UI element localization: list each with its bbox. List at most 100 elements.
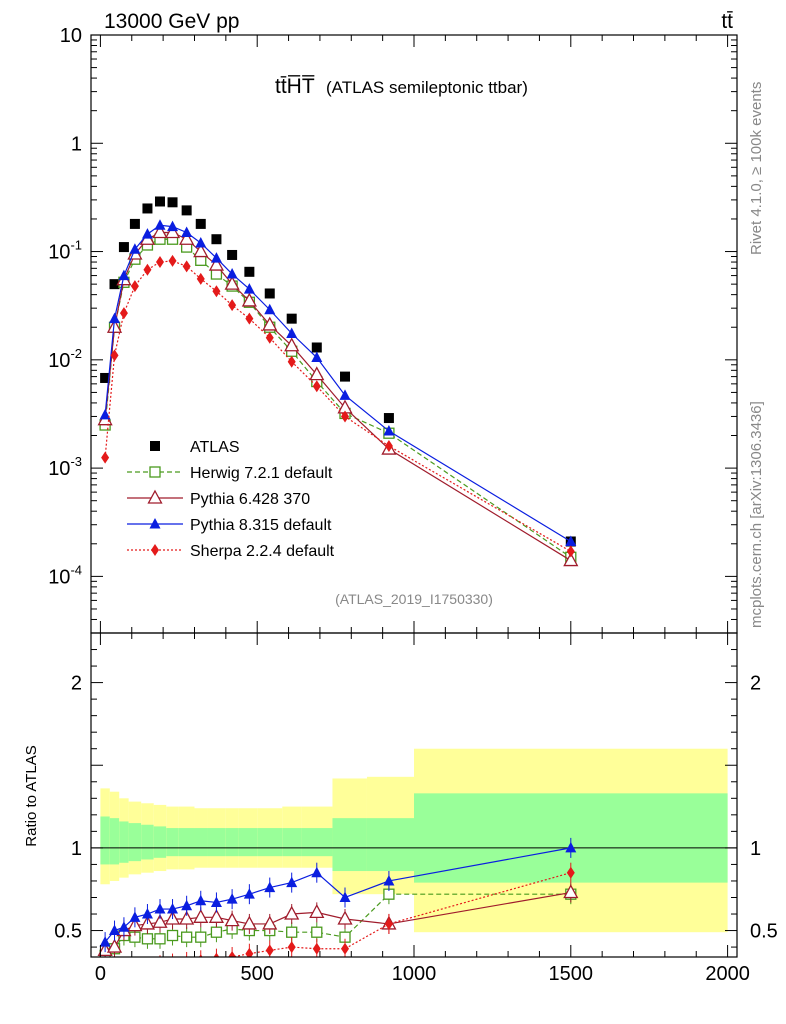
data-point-pythia8	[109, 312, 121, 324]
data-point-sherpa	[130, 280, 139, 293]
data-point-pythia8	[311, 351, 323, 363]
ratio-point-pythia8	[339, 891, 351, 902]
x-tick-label: 1000	[392, 963, 437, 985]
ratio-point-pythia6	[208, 908, 225, 923]
ratio-point-sherpa	[131, 963, 139, 975]
ratio-line-sherpa	[226, 872, 571, 957]
ratio-y-tick-label: 0.5	[54, 921, 82, 943]
legend-marker-atlas	[150, 441, 160, 451]
data-point-pythia8	[195, 236, 207, 248]
data-point-atlas	[167, 197, 178, 208]
data-point-pythia6	[309, 366, 325, 381]
legend-label-herwig: Herwig 7.2.1 default	[190, 465, 333, 482]
data-point-atlas	[340, 371, 351, 382]
series-line-herwig	[104, 238, 572, 558]
data-point-sherpa	[341, 410, 350, 423]
legend-marker-sherpa	[151, 544, 159, 556]
uncertainty-band-inner	[141, 824, 154, 860]
data-point-atlas	[154, 196, 165, 207]
uncertainty-band-inner	[332, 818, 367, 872]
series-atlas	[100, 196, 576, 547]
ratio-point-pythia8	[141, 908, 153, 919]
data-point-pythia8	[226, 268, 238, 279]
data-point-pythia8	[154, 219, 166, 230]
ratio-point-pythia8	[383, 874, 395, 886]
y-tick-label: 10-3	[48, 454, 82, 480]
data-point-sherpa	[101, 451, 110, 464]
data-point-sherpa	[119, 307, 128, 320]
data-point-pythia8	[243, 283, 255, 294]
data-point-sherpa	[287, 355, 296, 368]
ratio-point-pythia6	[193, 908, 209, 923]
data-point-pythia6	[208, 256, 225, 271]
data-point-pythia8	[141, 228, 153, 239]
ratio-point-pythia8	[311, 866, 323, 878]
data-point-pythia8	[167, 220, 179, 232]
ratio-point-pythia6	[224, 912, 240, 927]
ratio-point-herwig	[141, 933, 154, 945]
ratio-point-pythia8	[195, 894, 207, 906]
ratio-point-sherpa	[287, 941, 296, 954]
data-point-sherpa	[265, 331, 274, 344]
ratio-point-herwig	[286, 926, 298, 938]
data-point-pythia6	[179, 230, 195, 245]
data-point-pythia8	[264, 303, 276, 315]
ratio-y-tick-label-right: 0.5	[750, 921, 778, 943]
data-point-sherpa	[143, 263, 152, 276]
legend-label-sherpa: Sherpa 2.2.4 default	[190, 543, 335, 560]
x-tick-label: 2000	[705, 963, 750, 985]
top-title-note: (ATLAS semileptonic ttbar)	[326, 78, 528, 97]
ratio-point-sherpa	[198, 954, 203, 957]
data-point-atlas	[311, 342, 322, 353]
data-point-pythia8	[383, 425, 395, 436]
ratio-series-pythia8	[99, 837, 577, 953]
legend-entry-herwig: Herwig 7.2.1 default	[127, 465, 333, 482]
uncertainty-band-inner	[194, 828, 208, 857]
data-point-pythia6	[193, 243, 209, 258]
ratio-point-sherpa	[120, 968, 128, 980]
ratio-point-pythia6	[337, 910, 353, 925]
ratio-point-herwig	[154, 933, 166, 945]
y-tick-label: 1	[71, 133, 82, 155]
ratio-point-sherpa	[185, 955, 188, 957]
data-point-pythia6	[224, 275, 240, 290]
uncertainty-band-inner	[207, 828, 226, 857]
header-left: 13000 GeV pp	[104, 10, 239, 33]
data-point-sherpa	[384, 440, 393, 453]
data-point-atlas	[211, 234, 222, 245]
ratio-point-sherpa	[143, 961, 151, 973]
ratio-point-sherpa	[566, 866, 575, 879]
uncertainty-band-inner	[178, 828, 195, 857]
uncertainty-band-inner	[301, 828, 333, 857]
header-right: tt̄	[721, 10, 733, 33]
data-point-pythia6	[106, 318, 123, 333]
ratio-series-sherpa	[120, 862, 575, 980]
data-point-pythia6	[563, 552, 579, 567]
data-point-sherpa	[566, 545, 575, 558]
data-point-atlas	[244, 266, 255, 277]
data-point-sherpa	[196, 272, 205, 285]
data-point-sherpa	[155, 256, 164, 269]
data-point-pythia8	[99, 408, 111, 420]
ratio-point-sherpa	[245, 947, 254, 957]
data-point-pythia6	[284, 337, 300, 352]
uncertainty-band-inner	[119, 821, 129, 863]
data-point-pythia6	[152, 224, 168, 239]
data-point-pythia6	[262, 316, 278, 331]
ratio-ylabel: Ratio to ATLAS	[23, 745, 40, 846]
ratio-point-sherpa	[169, 958, 177, 970]
data-point-atlas	[195, 218, 206, 229]
data-point-pythia8	[210, 252, 222, 263]
legend-label-atlas: ATLAS	[190, 439, 240, 456]
ratio-y-tick-label: 1	[71, 838, 82, 860]
ratio-point-herwig	[311, 926, 323, 938]
uncertainty-band-inner	[257, 828, 283, 857]
ratio-point-pythia6	[284, 905, 300, 920]
series-herwig	[99, 233, 577, 563]
y-tick-label: 10-2	[48, 346, 82, 372]
legend-marker-herwig	[149, 466, 161, 478]
uncertainty-band-inner	[128, 823, 142, 862]
ratio-point-sherpa	[156, 959, 164, 971]
uncertainty-band-inner	[100, 816, 110, 865]
